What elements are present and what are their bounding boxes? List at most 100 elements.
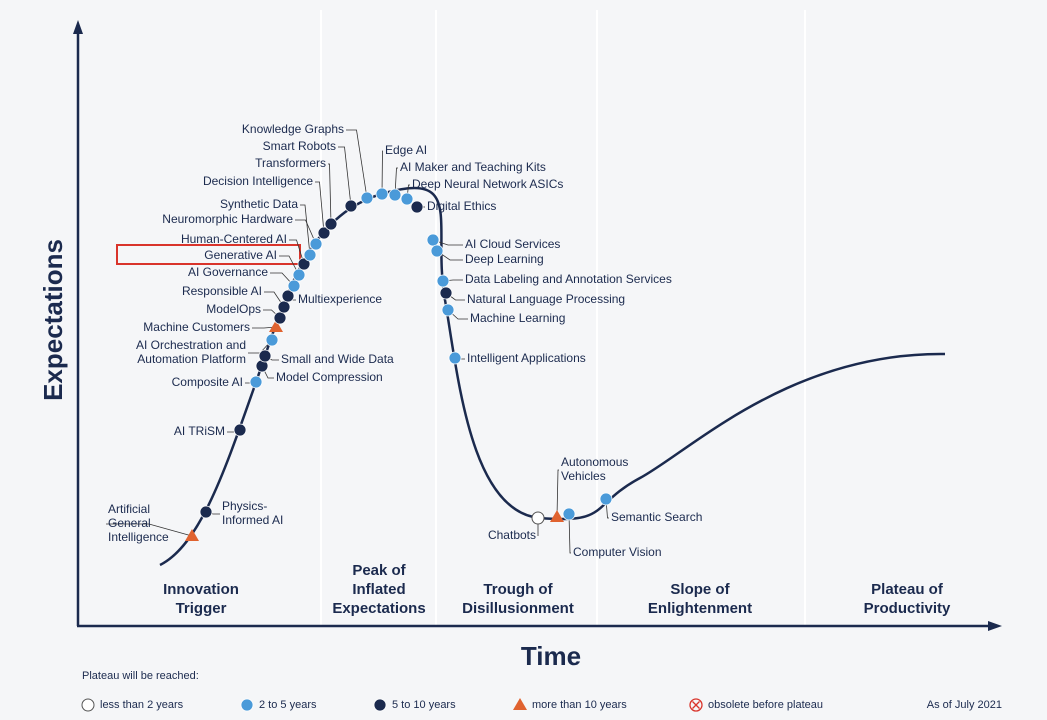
phase-label: Inflated [352,581,405,598]
item-label: Computer Vision [573,545,662,559]
item-marker [410,200,424,214]
item-marker [448,351,462,365]
item-label: Multiexperience [298,292,382,306]
highlight-box [116,244,301,265]
item-label: AI Orchestration and [136,338,246,352]
item-label: Machine Learning [470,311,565,325]
item-marker [430,244,444,258]
item-label: Automation Platform [137,352,246,366]
item-marker [426,233,440,247]
item-marker [562,507,576,521]
leader-line [556,469,559,518]
legend-marker [689,698,703,712]
item-label: AI Maker and Teaching Kits [400,160,546,174]
as-of: As of July 2021 [927,699,1002,711]
item-label: AI TRiSM [174,424,225,438]
leader-line [394,167,398,196]
item-label: Intelligent Applications [467,351,586,365]
item-marker [265,333,279,347]
leader-line [295,219,317,245]
item-marker [309,237,323,251]
legend-label: obsolete before plateau [708,699,823,711]
item-label: AI Cloud Services [465,237,560,251]
leader-line [279,255,300,276]
item-label: Transformers [255,156,326,170]
item-marker [439,286,453,300]
legend-marker [81,698,95,712]
item-marker [388,188,402,202]
item-label: Decision Intelligence [203,174,313,188]
item-marker [287,279,301,293]
item-label: AI Governance [188,265,268,279]
item-marker [360,191,374,205]
item-label: Deep Learning [465,252,544,266]
item-label: Artificial [108,502,150,516]
item-label: Informed AI [222,513,283,527]
item-label: Small and Wide Data [281,352,394,366]
item-label: Machine Customers [143,320,250,334]
item-label: ModelOps [206,302,261,316]
legend-marker [513,698,527,710]
item-marker [550,510,564,522]
leader-line [289,239,305,265]
item-label: Deep Neural Network ASICs [412,177,563,191]
item-label: Smart Robots [263,139,336,153]
item-marker [599,492,613,506]
item-marker [297,257,311,271]
x-axis-title: Time [521,641,581,671]
phase-label: Trough of [483,581,553,598]
phase-label: Expectations [332,600,425,617]
item-label: Natural Language Processing [467,292,625,306]
item-label: Digital Ethics [427,199,496,213]
legend-marker [373,698,387,712]
item-label: Edge AI [385,143,427,157]
item-marker [199,505,213,519]
leader-line [315,181,325,234]
legend-label: less than 2 years [100,699,184,711]
legend-title: Plateau will be reached: [82,670,199,682]
item-marker [531,511,545,525]
obsolete-ring [689,698,703,712]
item-marker [269,320,283,332]
item-marker [436,274,450,288]
item-label: General [108,516,151,530]
item-label: Human-Centered AI [181,232,287,246]
legend-label: 5 to 10 years [392,699,456,711]
item-label: Data Labeling and Annotation Services [465,272,672,286]
leader-line [300,204,311,256]
item-label: Generative AI [204,248,277,262]
phase-dividers [320,10,806,625]
item-label: Vehicles [561,469,606,483]
phase-label: Peak of [352,562,406,579]
item-marker [375,187,389,201]
item-label: Autonomous [561,455,628,469]
axes [73,20,1002,631]
item-marker [249,375,263,389]
legend-label: more than 10 years [532,699,627,711]
item-label: Neuromorphic Hardware [162,212,293,226]
legend-marker [240,698,254,712]
leader-line [568,513,571,554]
item-label: Model Compression [276,370,383,384]
phase-label: Trigger [176,600,227,617]
item-marker [292,268,306,282]
y-axis-title: Expectations [38,239,68,401]
item-marker [344,199,358,213]
item-marker [258,349,272,363]
phase-label: Innovation [163,581,239,598]
item-marker [185,529,199,541]
item-marker [303,248,317,262]
phase-label: Plateau of [871,581,944,598]
phase-label: Productivity [864,600,951,617]
leader-line [381,150,383,195]
phase-label: Disillusionment [462,600,574,617]
item-label: Responsible AI [182,284,262,298]
item-marker [281,289,295,303]
item-marker [233,423,247,437]
item-label: Chatbots [488,528,536,542]
item-label: Composite AI [172,375,243,389]
item-marker [317,226,331,240]
item-marker [441,303,455,317]
item-label: Physics- [222,499,267,513]
item-label: Semantic Search [611,510,702,524]
